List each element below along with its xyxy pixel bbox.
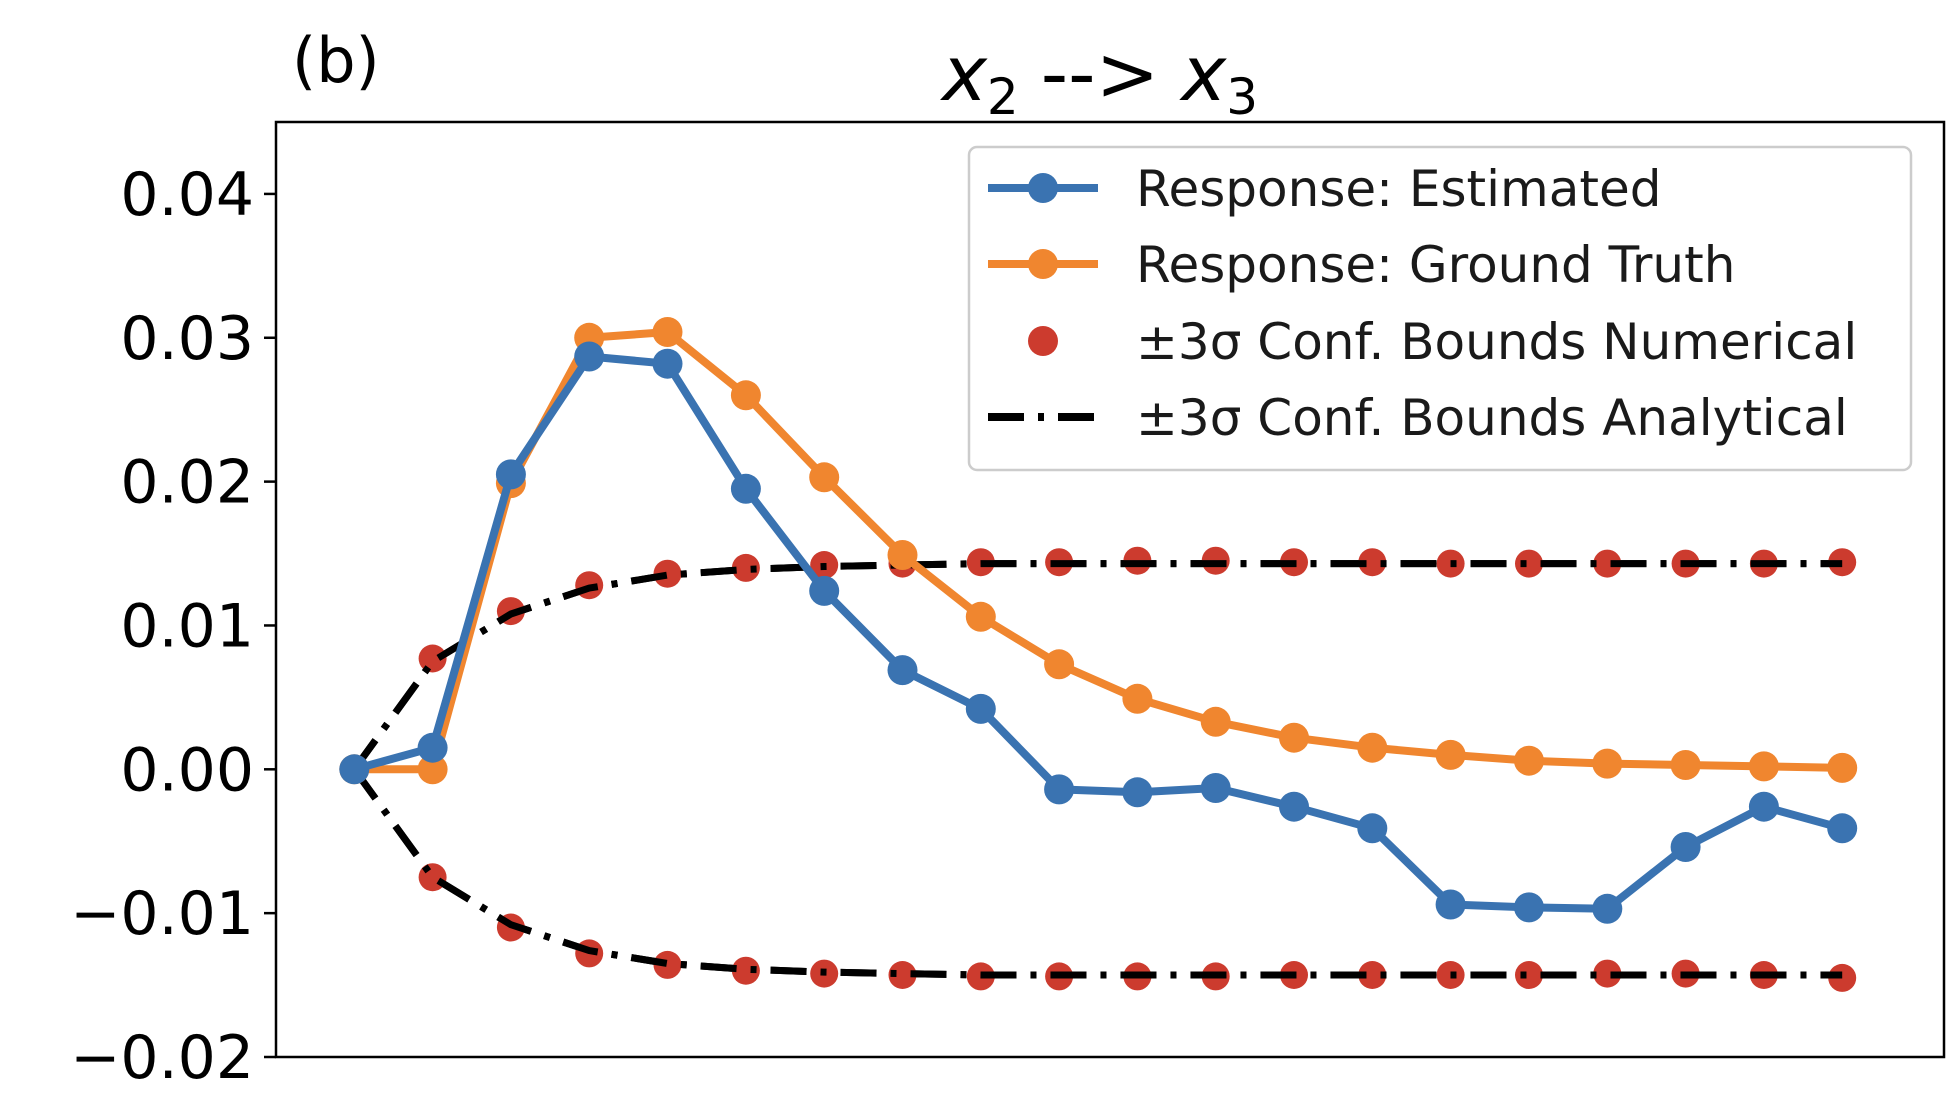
numerical-bound-upper-point: [1358, 548, 1387, 577]
legend-marker-numerical-bounds: [1028, 326, 1058, 356]
plot-frame: [274, 120, 1946, 1059]
numerical-bound-upper-point: [731, 553, 760, 582]
numerical-bound-lower-point: [731, 956, 760, 985]
title-var-b: x: [1179, 29, 1227, 118]
title-sub-b: 3: [1226, 68, 1258, 126]
title-sub-a: 2: [987, 68, 1019, 126]
estimated-point: [965, 693, 996, 724]
y-tick-label: 0.04: [120, 160, 254, 230]
ground-truth-point: [965, 601, 996, 632]
legend-label-ground-truth: Response: Ground Truth: [1136, 236, 1735, 294]
estimated-point: [1670, 832, 1701, 862]
legend-label-estimated: Response: Estimated: [1136, 160, 1661, 218]
ground-truth-point: [1748, 751, 1779, 782]
legend-marker-estimated: [1028, 173, 1058, 203]
estimated-point: [1748, 791, 1779, 822]
ground-truth-point: [1435, 739, 1466, 770]
legend-label-numerical-bounds: ±3σ Conf. Bounds Numerical: [1136, 313, 1857, 371]
ground-truth-point: [1357, 732, 1388, 763]
estimated-point: [887, 655, 918, 686]
legend-box: [967, 145, 1913, 472]
estimated-point: [1592, 893, 1623, 924]
estimated-point: [1044, 774, 1075, 805]
y-tick-label: 0.00: [120, 735, 254, 805]
series-markers: [339, 317, 1858, 992]
ground-truth-point: [1279, 722, 1309, 753]
numerical-bound-upper-point: [1515, 549, 1543, 578]
analytical-bound-upper-line-overlay: [351, 560, 1843, 772]
panel-label: (b): [292, 24, 380, 97]
ground-truth-point: [1592, 748, 1623, 779]
numerical-bound-lower-point: [1593, 959, 1622, 988]
ground-truth-point: [1670, 750, 1701, 780]
numerical-bound-upper-point: [1593, 549, 1622, 578]
numerical-bound-lower-point: [888, 961, 917, 989]
estimated-point: [1435, 889, 1466, 920]
chart-title: x2 --> x3: [940, 29, 1258, 126]
ground-truth-point: [652, 317, 683, 347]
y-tick-label: 0.01: [120, 591, 254, 661]
ground-truth-point: [887, 540, 918, 570]
ground-truth-point: [730, 380, 761, 411]
y-tick-label: 0.03: [120, 304, 254, 374]
estimated-point: [1827, 813, 1858, 844]
estimated-point: [809, 575, 840, 606]
legend-label-analytical-bounds: ±3σ Conf. Bounds Analytical: [1136, 389, 1848, 447]
estimated-point: [574, 341, 605, 372]
numerical-bound-lower-point: [1515, 961, 1543, 989]
numerical-bound-upper-point: [653, 559, 682, 588]
numerical-bound-lower-point: [653, 950, 682, 979]
legend: Response: Estimated Response: Ground Tru…: [967, 145, 1913, 472]
legend-marker-ground-truth: [1028, 249, 1058, 279]
title-var-a: x: [940, 29, 988, 118]
y-tick-label: 0.02: [120, 448, 254, 518]
ground-truth-point: [1200, 706, 1231, 737]
estimated-point: [1357, 813, 1388, 844]
analytical-bound-lower-line-overlay: [351, 767, 1843, 979]
y-tick-label: −0.01: [70, 879, 254, 949]
estimated-point: [1122, 777, 1153, 808]
ground-truth-point: [809, 462, 840, 493]
ground-truth-point: [1827, 752, 1858, 783]
ground-truth-point: [1122, 683, 1153, 714]
ground-truth-point: [1514, 745, 1544, 776]
y-tick-label: −0.02: [70, 1023, 254, 1093]
estimated-point: [730, 473, 761, 504]
y-axis: −0.02 −0.01 0.00 0.01 0.02 0.03 0.04: [70, 160, 276, 1093]
estimated-point: [495, 459, 526, 490]
estimated-point: [417, 732, 448, 763]
numerical-bound-lower-point: [1358, 961, 1387, 989]
estimated-point: [1279, 791, 1309, 822]
estimated-point: [1514, 892, 1544, 923]
title-arrow: -->: [1041, 29, 1160, 118]
ground-truth-point: [1044, 649, 1075, 680]
ground-truth-point: [417, 754, 448, 785]
estimated-point: [339, 754, 370, 785]
estimated-point: [652, 348, 683, 379]
estimated-point: [1200, 773, 1231, 803]
